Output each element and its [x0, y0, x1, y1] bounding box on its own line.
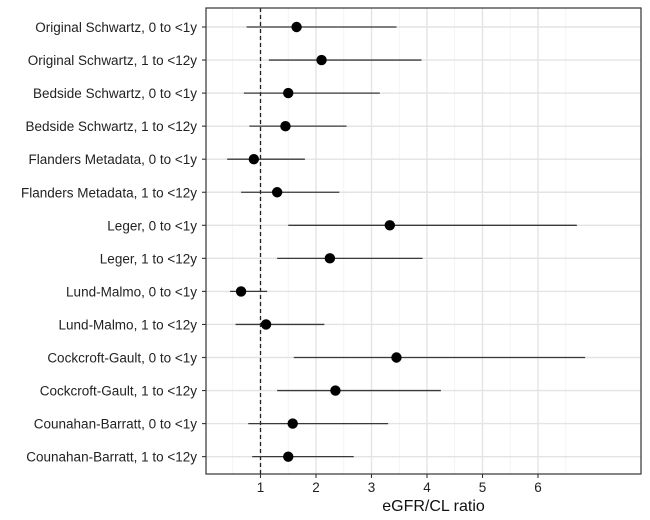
point-estimate: [280, 120, 291, 132]
row-label: Original Schwartz, 1 to <12y: [28, 53, 197, 68]
row-label: Leger, 0 to <1y: [107, 218, 197, 233]
point-estimate: [330, 385, 341, 396]
point-estimate: [316, 54, 327, 66]
point-estimate: [271, 187, 283, 198]
point-estimate: [384, 220, 396, 231]
x-tick-label: 5: [479, 480, 487, 495]
confidence-interval-layer: [227, 26, 586, 458]
x-tick-label: 3: [368, 480, 376, 495]
x-axis-title: eGFR/CL ratio: [382, 498, 485, 515]
row-label: Flanders Metadata, 0 to <1y: [29, 152, 198, 167]
row-label: Flanders Metadata, 1 to <12y: [21, 185, 197, 200]
x-tick-label: 6: [534, 480, 542, 495]
row-label: Lund-Malmo, 1 to <12y: [59, 317, 198, 332]
x-tick-label: 1: [257, 480, 265, 495]
point-estimate: [235, 286, 247, 297]
point-estimate-layer: [235, 21, 402, 462]
point-estimate: [283, 87, 294, 99]
row-label: Original Schwartz, 0 to <1y: [35, 20, 197, 35]
row-labels: Original Schwartz, 0 to <1y Original Schw…: [21, 20, 206, 465]
point-estimate: [324, 253, 336, 264]
point-estimate: [391, 352, 402, 363]
point-estimate: [283, 451, 294, 462]
x-tick-label: 2: [312, 480, 320, 495]
row-label: Counahan-Barratt, 0 to <1y: [34, 417, 197, 432]
row-label: Lund-Malmo, 0 to <1y: [66, 284, 197, 299]
grid-layer: [206, 8, 641, 474]
x-tick-label: 4: [423, 480, 431, 495]
point-estimate: [291, 21, 302, 33]
row-label: Leger, 1 to <12y: [100, 251, 197, 266]
x-axis-ticks: 1 2 3 4 5 6: [257, 474, 542, 495]
row-label: Bedside Schwartz, 1 to <12y: [26, 119, 198, 134]
point-estimate: [287, 418, 298, 429]
point-estimate: [260, 319, 272, 330]
row-label: Cockcroft-Gault, 0 to <1y: [47, 351, 197, 366]
row-label: Counahan-Barratt, 1 to <12y: [26, 450, 197, 465]
plot-panel-border: [205, 7, 642, 475]
point-estimate: [248, 154, 260, 165]
row-label: Bedside Schwartz, 0 to <1y: [33, 86, 197, 101]
row-label: Cockcroft-Gault, 1 to <12y: [40, 384, 197, 399]
